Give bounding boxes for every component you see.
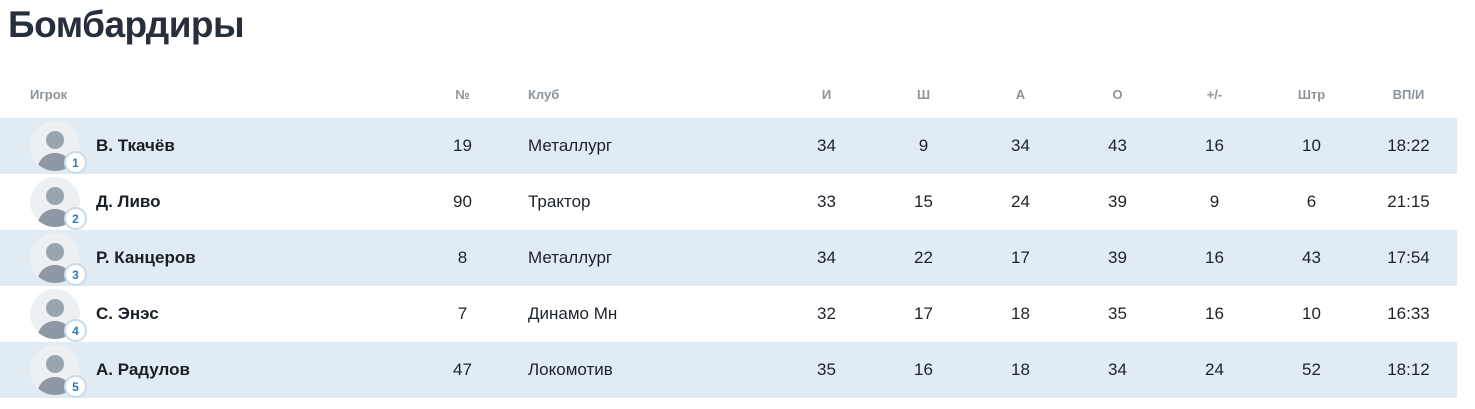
stat-plus-minus: 24 bbox=[1205, 360, 1224, 379]
stat-assists: 34 bbox=[1011, 136, 1030, 155]
rank-badge: 4 bbox=[64, 319, 87, 342]
player-cell: 4 С. Энэс bbox=[8, 289, 420, 342]
table-row[interactable]: 4 С. Энэс 7 Динамо Мн 32 17 18 35 16 10 … bbox=[0, 286, 1457, 342]
page-title: Бомбардиры bbox=[8, 4, 245, 45]
column-header-points: О bbox=[1112, 86, 1123, 102]
stat-toi: 18:22 bbox=[1387, 136, 1430, 155]
player-name: А. Радулов bbox=[96, 360, 190, 379]
column-header-assists: А bbox=[1015, 86, 1026, 102]
player-cell: 2 Д. Ливо bbox=[8, 177, 420, 230]
player-name: В. Ткачёв bbox=[96, 136, 175, 155]
table-row[interactable]: 1 В. Ткачёв 19 Металлург 34 9 34 43 16 1… bbox=[0, 118, 1457, 174]
player-name: С. Энэс bbox=[96, 304, 159, 323]
column-header-toi: ВП/И bbox=[1392, 86, 1425, 102]
stat-assists: 18 bbox=[1011, 304, 1030, 323]
club-cell: Локомотив bbox=[528, 360, 613, 379]
rank-badge: 2 bbox=[64, 207, 87, 230]
stat-goals: 17 bbox=[914, 304, 933, 323]
stat-penalty: 6 bbox=[1306, 192, 1317, 211]
stat-toi: 16:33 bbox=[1387, 304, 1430, 323]
player-avatar: 1 bbox=[30, 121, 87, 174]
player-avatar: 3 bbox=[30, 233, 87, 286]
stat-plus-minus: 16 bbox=[1205, 136, 1224, 155]
column-header-plus-minus: +/- bbox=[1206, 86, 1223, 102]
stat-games: 34 bbox=[817, 136, 836, 155]
player-number: 90 bbox=[453, 192, 472, 211]
stat-penalty: 43 bbox=[1302, 248, 1321, 267]
player-number: 47 bbox=[453, 360, 472, 379]
player-number: 7 bbox=[457, 304, 468, 323]
table-row[interactable]: 5 А. Радулов 47 Локомотив 35 16 18 34 24… bbox=[0, 342, 1457, 398]
stat-goals: 22 bbox=[914, 248, 933, 267]
stat-games: 32 bbox=[817, 304, 836, 323]
column-header-player: Игрок bbox=[30, 86, 68, 102]
club-cell: Металлург bbox=[528, 136, 613, 155]
stat-toi: 21:15 bbox=[1387, 192, 1430, 211]
stat-plus-minus: 9 bbox=[1209, 192, 1220, 211]
scorers-table: Игрок № Клуб И Ш А О +/- Штр ВП/И 1 В. Т… bbox=[0, 70, 1475, 398]
stat-penalty: 10 bbox=[1302, 304, 1321, 323]
stat-points: 34 bbox=[1108, 360, 1127, 379]
stat-assists: 24 bbox=[1011, 192, 1030, 211]
stat-toi: 17:54 bbox=[1387, 248, 1430, 267]
stat-assists: 17 bbox=[1011, 248, 1030, 267]
player-avatar: 2 bbox=[30, 177, 87, 230]
club-cell: Трактор bbox=[528, 192, 591, 211]
person-icon bbox=[30, 121, 80, 171]
column-header-goals: Ш bbox=[916, 86, 931, 102]
club-cell: Металлург bbox=[528, 248, 613, 267]
table-row[interactable]: 3 Р. Канцеров 8 Металлург 34 22 17 39 16… bbox=[0, 230, 1457, 286]
rank-badge: 1 bbox=[64, 151, 87, 174]
stat-goals: 16 bbox=[914, 360, 933, 379]
player-number: 19 bbox=[453, 136, 472, 155]
stat-penalty: 10 bbox=[1302, 136, 1321, 155]
player-cell: 3 Р. Канцеров bbox=[8, 233, 420, 286]
stat-assists: 18 bbox=[1011, 360, 1030, 379]
rank-badge: 3 bbox=[64, 263, 87, 286]
player-name: Д. Ливо bbox=[96, 192, 161, 211]
stat-points: 35 bbox=[1108, 304, 1127, 323]
player-number: 8 bbox=[457, 248, 468, 267]
table-row[interactable]: 2 Д. Ливо 90 Трактор 33 15 24 39 9 6 21:… bbox=[0, 174, 1457, 230]
column-header-number: № bbox=[455, 86, 470, 102]
stat-games: 34 bbox=[817, 248, 836, 267]
player-avatar: 4 bbox=[30, 289, 87, 342]
stat-plus-minus: 16 bbox=[1205, 304, 1224, 323]
player-cell: 5 А. Радулов bbox=[8, 345, 420, 398]
stat-goals: 15 bbox=[914, 192, 933, 211]
stat-games: 35 bbox=[817, 360, 836, 379]
stat-points: 43 bbox=[1108, 136, 1127, 155]
column-header-games: И bbox=[821, 86, 832, 102]
player-cell: 1 В. Ткачёв bbox=[8, 121, 420, 174]
column-header-club: Клуб bbox=[528, 86, 560, 102]
player-avatar: 5 bbox=[30, 345, 87, 398]
column-header-penalty: Штр bbox=[1297, 86, 1326, 102]
rank-badge: 5 bbox=[64, 375, 87, 398]
stat-goals: 9 bbox=[918, 136, 929, 155]
stat-games: 33 bbox=[817, 192, 836, 211]
player-name: Р. Канцеров bbox=[96, 248, 196, 267]
club-cell: Динамо Мн bbox=[528, 304, 618, 323]
stat-points: 39 bbox=[1108, 248, 1127, 267]
table-header-row: Игрок № Клуб И Ш А О +/- Штр ВП/И bbox=[0, 70, 1457, 118]
stat-points: 39 bbox=[1108, 192, 1127, 211]
stat-toi: 18:12 bbox=[1387, 360, 1430, 379]
stat-plus-minus: 16 bbox=[1205, 248, 1224, 267]
stat-penalty: 52 bbox=[1302, 360, 1321, 379]
